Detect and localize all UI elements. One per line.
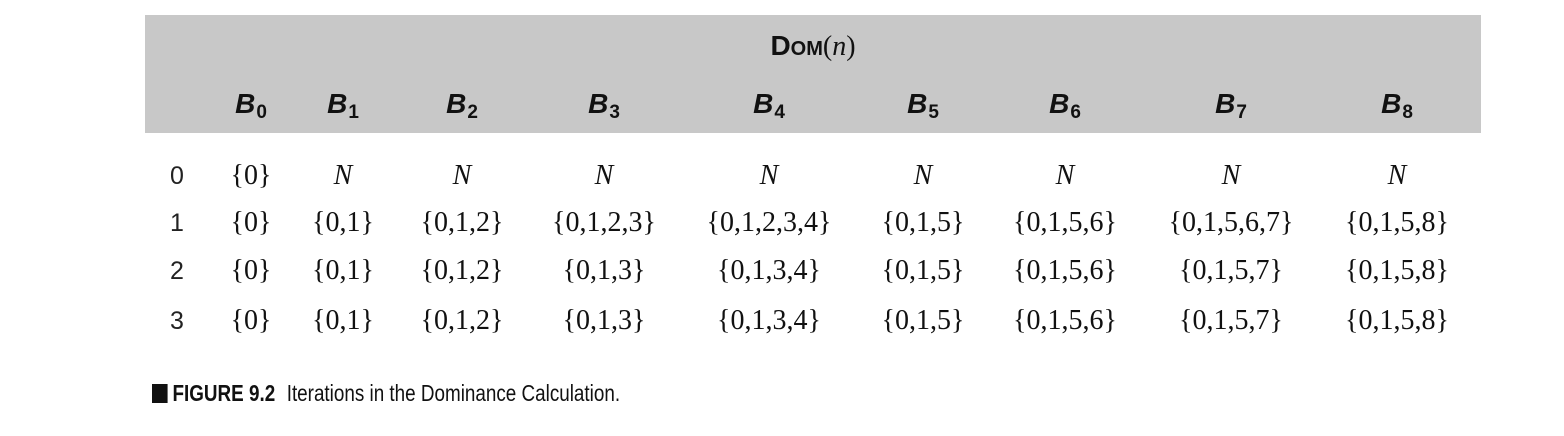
- column-header-base: B: [588, 88, 609, 119]
- title-dom: Dom: [770, 30, 823, 61]
- table-cell: N: [452, 160, 472, 191]
- column-header-base: B: [1381, 88, 1402, 119]
- column-header-subscript: 6: [1070, 102, 1081, 123]
- table-title: Dom(n): [145, 30, 1481, 63]
- table-cell: {0}: [230, 305, 272, 336]
- column-header-b0: B0: [235, 88, 267, 124]
- table-cell: {0,1}: [312, 207, 374, 238]
- table-cell: {0,1,2}: [420, 305, 504, 336]
- column-header-subscript: 5: [928, 102, 939, 123]
- table-cell: {0,1,2,3,4}: [706, 207, 832, 238]
- table-cell: {0,1,5,8}: [1345, 255, 1449, 286]
- column-header-base: B: [235, 88, 256, 119]
- column-header-b2: B2: [446, 88, 478, 124]
- title-variable: n: [832, 31, 847, 62]
- column-header-subscript: 1: [348, 102, 359, 123]
- column-header-base: B: [446, 88, 467, 119]
- row-label: 3: [170, 307, 184, 335]
- table-cell: {0,1,5,6}: [1013, 305, 1117, 336]
- table-cell: {0}: [230, 255, 272, 286]
- title-close-paren: ): [846, 31, 856, 62]
- table-cell: {0,1,5}: [881, 207, 965, 238]
- column-header-subscript: 2: [467, 102, 478, 123]
- row-label: 0: [170, 162, 184, 190]
- column-header-base: B: [753, 88, 774, 119]
- table-cell: N: [913, 160, 933, 191]
- table-cell: {0,1,5,7}: [1179, 305, 1283, 336]
- column-header-b3: B3: [588, 88, 620, 124]
- column-header-b8: B8: [1381, 88, 1413, 124]
- column-header-subscript: 3: [609, 102, 620, 123]
- table-header-band: [145, 15, 1481, 133]
- table-cell: {0,1,3}: [562, 305, 646, 336]
- table-cell: {0,1,2,3}: [552, 207, 656, 238]
- column-header-b5: B5: [907, 88, 939, 124]
- caption-square-icon: [152, 384, 168, 403]
- caption-text: Iterations in the Dominance Calculation.: [286, 380, 621, 406]
- table-cell: {0,1,5}: [881, 305, 965, 336]
- column-header-subscript: 0: [256, 102, 267, 123]
- caption-label: FIGURE 9.2: [172, 380, 276, 406]
- table-cell: N: [759, 160, 779, 191]
- table-cell: {0,1,3,4}: [717, 305, 821, 336]
- column-header-subscript: 7: [1236, 102, 1247, 123]
- table-cell: N: [333, 160, 353, 191]
- table-cell: {0,1,5}: [881, 255, 965, 286]
- table-cell: N: [1387, 160, 1407, 191]
- table-cell: N: [1221, 160, 1241, 191]
- figure-caption: FIGURE 9.2 Iterations in the Dominance Ca…: [152, 380, 620, 407]
- table-cell: {0}: [230, 160, 272, 191]
- table-cell: {0,1,5,8}: [1345, 207, 1449, 238]
- table-cell: {0,1,2}: [420, 255, 504, 286]
- table-cell: {0,1,2}: [420, 207, 504, 238]
- column-header-base: B: [1215, 88, 1236, 119]
- row-label: 1: [170, 209, 184, 237]
- table-cell: {0,1,5,7}: [1179, 255, 1283, 286]
- table-cell: {0,1,3,4}: [717, 255, 821, 286]
- column-header-b7: B7: [1215, 88, 1247, 124]
- table-cell: {0,1,5,6,7}: [1168, 207, 1294, 238]
- column-header-base: B: [327, 88, 348, 119]
- table-cell: {0,1,5,6}: [1013, 255, 1117, 286]
- column-header-subscript: 4: [774, 102, 785, 123]
- table-cell: N: [1055, 160, 1075, 191]
- title-open-paren: (: [822, 31, 833, 62]
- table-cell: {0,1,5,8}: [1345, 305, 1449, 336]
- column-header-base: B: [1049, 88, 1070, 119]
- row-label: 2: [170, 257, 184, 285]
- table-cell: {0,1}: [312, 305, 374, 336]
- column-header-b1: B1: [327, 88, 359, 124]
- table-cell: {0,1,3}: [562, 255, 646, 286]
- table-cell: {0}: [230, 207, 272, 238]
- column-header-subscript: 8: [1402, 102, 1413, 123]
- table-cell: {0,1}: [312, 255, 374, 286]
- column-header-base: B: [907, 88, 928, 119]
- table-cell: N: [594, 160, 614, 191]
- column-header-b4: B4: [753, 88, 785, 124]
- column-header-b6: B6: [1049, 88, 1081, 124]
- table-cell: {0,1,5,6}: [1013, 207, 1117, 238]
